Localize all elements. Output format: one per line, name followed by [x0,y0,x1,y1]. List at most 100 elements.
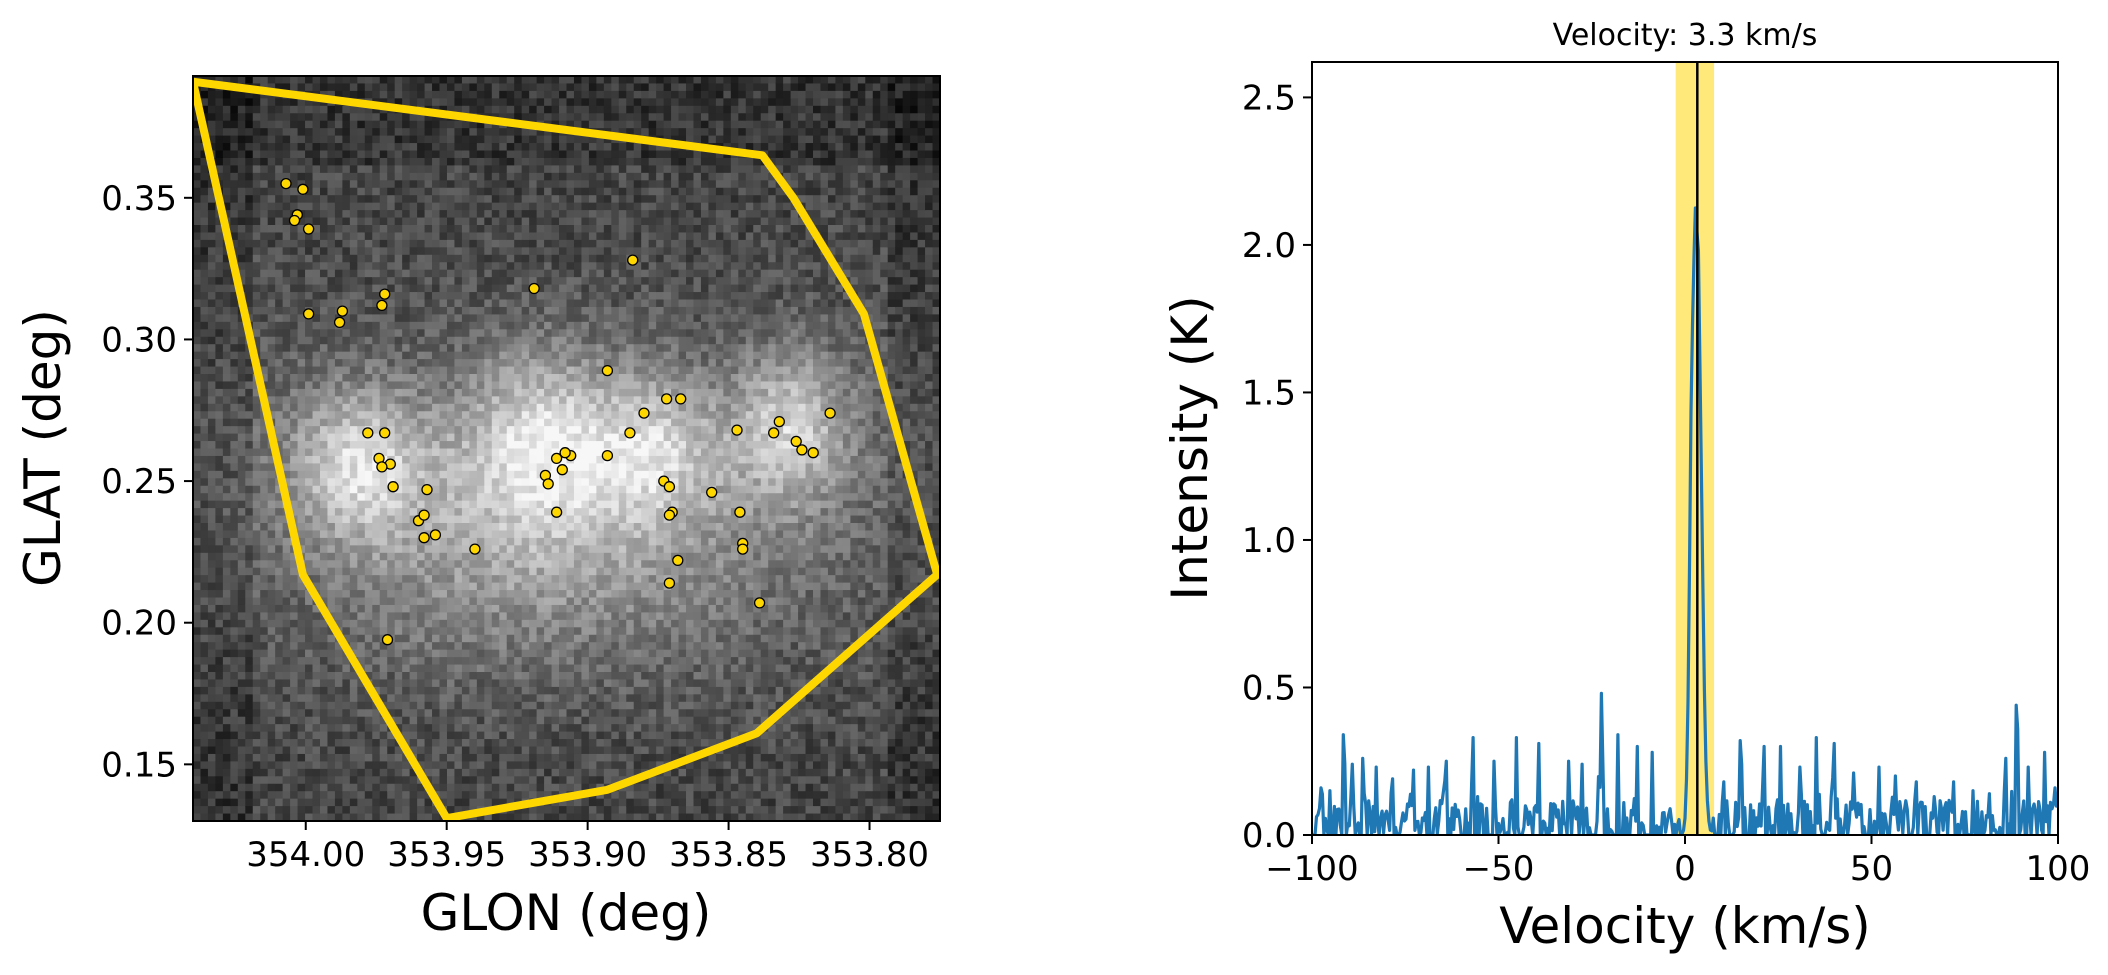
image-pixel [491,83,500,92]
image-pixel [215,664,224,673]
image-pixel [544,664,553,673]
image-pixel [476,694,485,703]
image-pixel [469,388,478,397]
image-pixel [260,225,269,234]
image-pixel [529,105,538,114]
image-pixel [230,150,239,159]
image-pixel [424,381,433,390]
image-pixel [551,284,560,293]
image-pixel [230,180,239,189]
image-pixel [536,411,545,420]
image-pixel [514,672,523,681]
image-pixel [297,202,306,211]
image-pixel [327,493,336,502]
image-pixel [432,657,441,666]
image-pixel [372,187,381,196]
image-pixel [514,716,523,725]
image-pixel [409,284,418,293]
image-pixel [245,299,254,308]
image-pixel [334,374,343,383]
image-pixel [402,701,411,710]
image-pixel [297,299,306,308]
image-pixel [312,225,321,234]
image-pixel [514,560,523,569]
image-pixel [245,187,254,196]
image-pixel [432,128,441,137]
image-pixel [230,172,239,181]
image-pixel [499,98,508,107]
image-pixel [454,83,463,92]
image-pixel [207,485,217,494]
image-pixel [432,485,441,494]
image-pixel [536,329,545,338]
image-pixel [327,694,336,703]
image-pixel [342,709,351,718]
image-pixel [432,493,441,502]
image-pixel [506,277,515,286]
image-pixel [364,210,373,219]
image-pixel [499,694,508,703]
image-pixel [387,150,396,159]
image-pixel [484,739,493,748]
image-pixel [476,604,485,613]
image-pixel [469,225,478,234]
image-pixel [349,716,358,725]
image-pixel [439,783,448,792]
image-pixel [260,470,269,479]
image-pixel [357,657,366,666]
image-pixel [282,709,291,718]
image-pixel [327,724,336,733]
image-pixel [379,783,388,792]
image-pixel [491,537,500,546]
image-pixel [327,582,336,591]
image-pixel [461,299,470,308]
image-pixel [424,157,433,166]
image-pixel [312,299,321,308]
image-pixel [357,247,366,256]
image-pixel [282,120,291,129]
image-pixel [499,455,508,464]
image-pixel [364,105,373,114]
image-pixel [222,314,231,323]
image-pixel [387,739,396,748]
image-pixel [379,478,388,487]
image-pixel [387,537,396,546]
image-pixel [200,806,209,815]
image-pixel [551,575,560,584]
image-pixel [297,672,306,681]
image-pixel [439,768,448,777]
image-pixel [312,634,321,643]
image-pixel [215,306,224,315]
image-pixel [267,798,276,807]
image-pixel [215,418,224,427]
image-pixel [544,359,553,368]
image-pixel [394,165,403,174]
image-pixel [349,582,358,591]
image-pixel [439,731,448,740]
image-pixel [454,277,463,286]
image-pixel [491,157,500,166]
image-pixel [536,508,545,517]
image-pixel [461,396,470,405]
image-pixel [499,761,508,770]
image-pixel [327,515,336,524]
image-pixel [334,724,343,733]
image-pixel [544,210,553,219]
image-pixel [237,455,246,464]
image-pixel [275,180,284,189]
image-pixel [544,500,553,509]
image-pixel [544,485,553,494]
image-pixel [342,552,351,561]
image-pixel [529,686,538,695]
image-pixel [499,537,508,546]
image-pixel [364,76,373,85]
image-pixel [245,560,254,569]
image-pixel [342,299,351,308]
image-pixel [193,336,202,345]
image-pixel [372,627,381,636]
image-pixel [424,515,433,524]
image-pixel [305,694,314,703]
image-pixel [327,753,336,762]
image-pixel [267,388,276,397]
image-pixel [424,500,433,509]
